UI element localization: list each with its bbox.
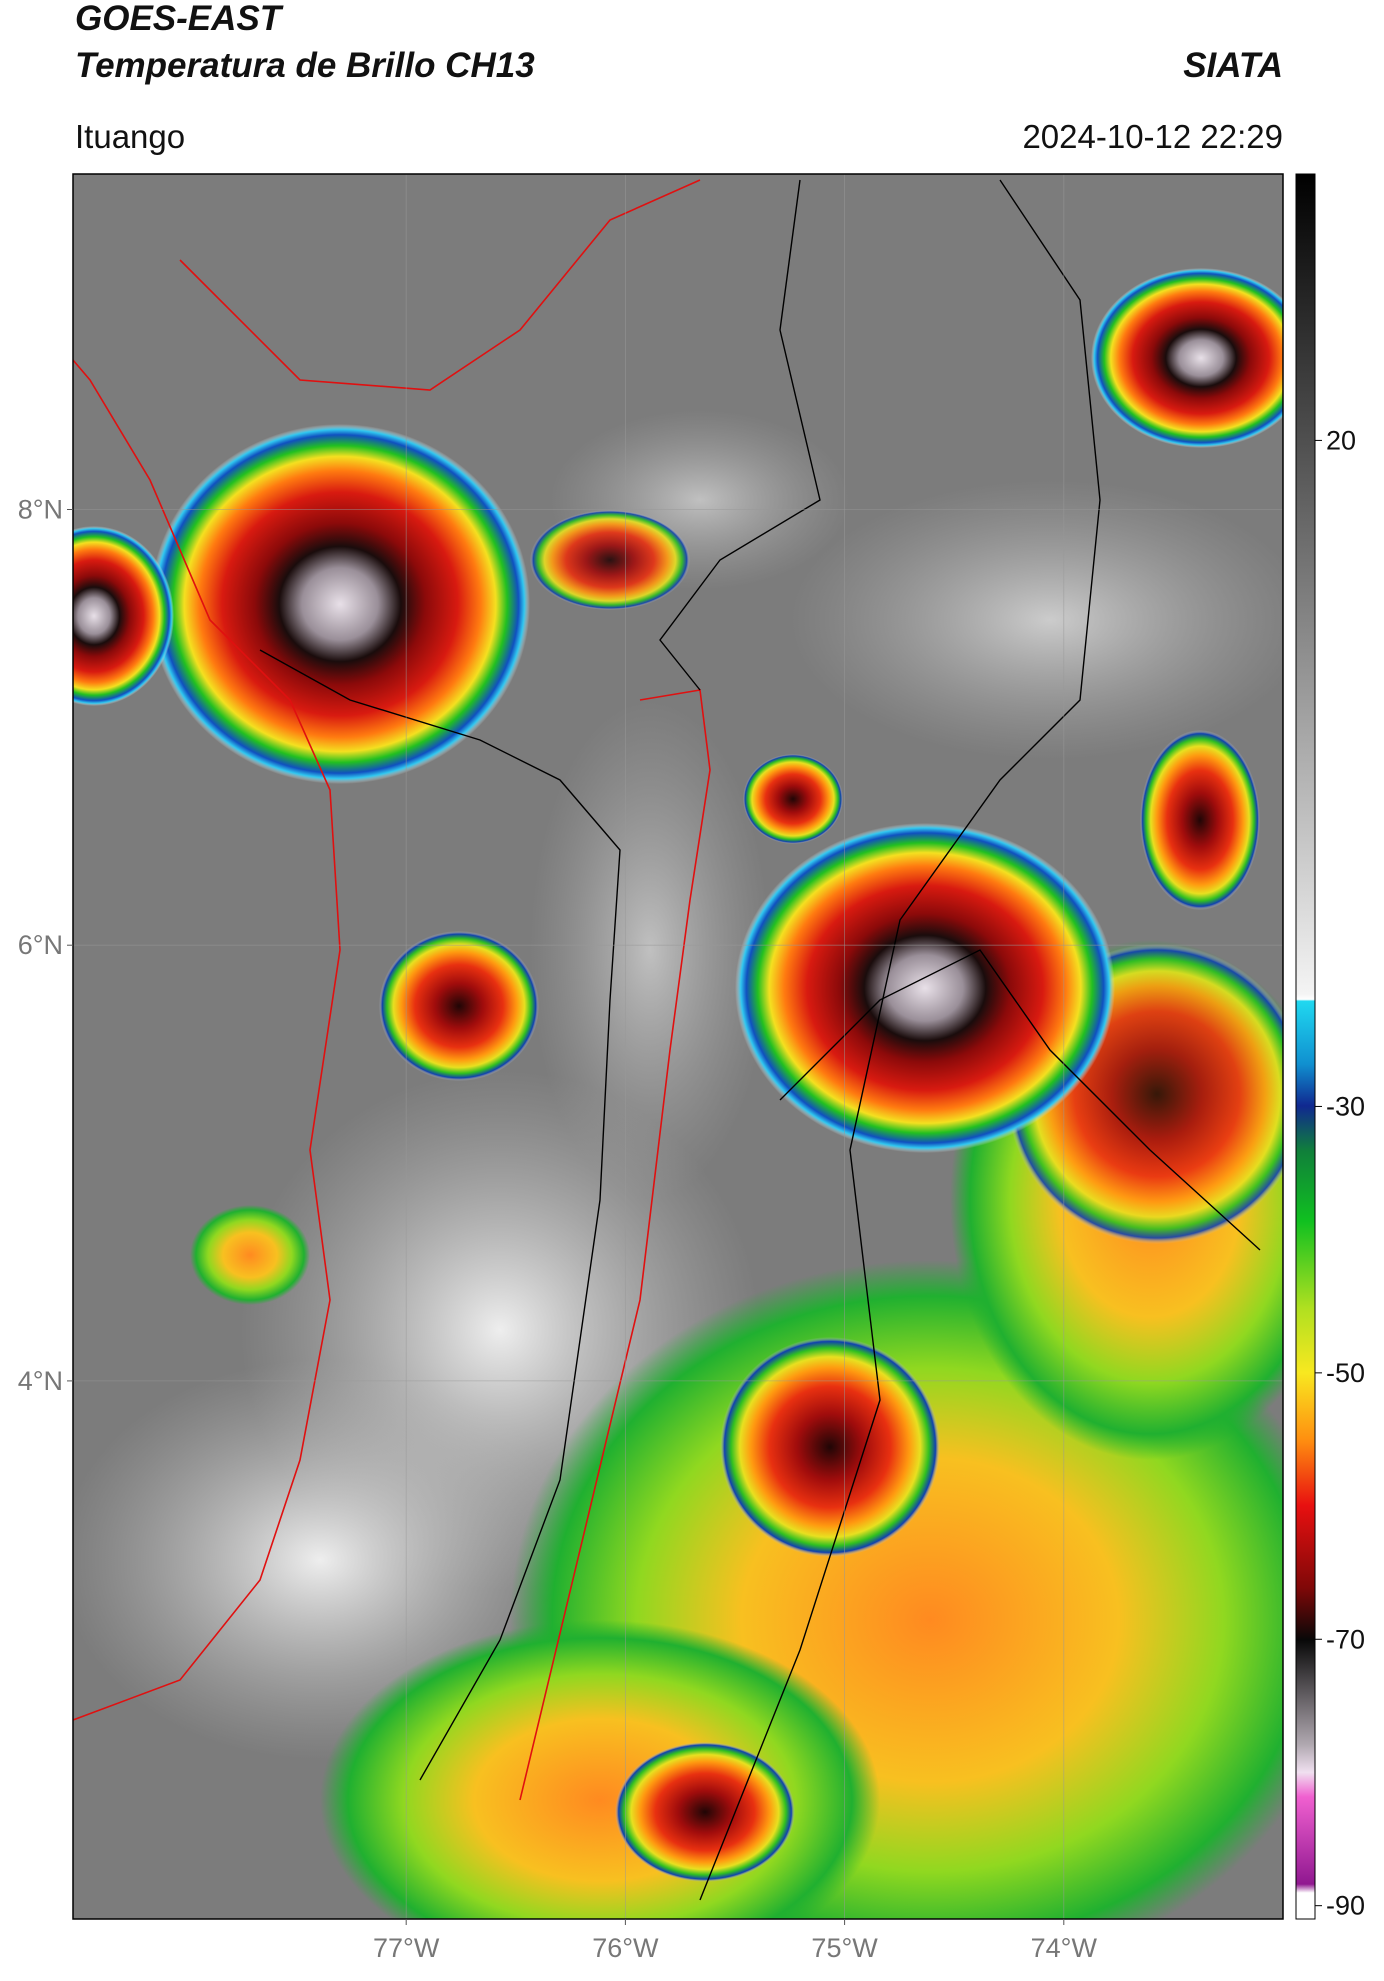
location: Ituango [75, 118, 185, 155]
x-tick-label: 77°W [373, 1933, 440, 1963]
colorbar-tick-label: -90 [1326, 1891, 1365, 1921]
map-frame [72, 173, 1284, 1920]
subtitle: Temperatura de Brillo CH13 [75, 46, 535, 85]
title: GOES-EAST [75, 0, 284, 38]
colorbar-tick-label: -30 [1326, 1091, 1365, 1121]
x-tick-label: 74°W [1031, 1933, 1098, 1963]
datetime: 2024-10-12 22:29 [1022, 118, 1283, 155]
satellite-image [73, 174, 1283, 1919]
y-tick-label: 8°N [18, 494, 63, 524]
source: SIATA [1183, 46, 1283, 85]
colorbar-tick-label: -50 [1326, 1358, 1365, 1388]
colorbar-tick-label: 20 [1326, 425, 1356, 455]
x-tick-label: 75°W [811, 1933, 878, 1963]
colorbar-tick-label: -70 [1326, 1624, 1365, 1654]
x-tick-label: 76°W [592, 1933, 659, 1963]
colorbar [1295, 173, 1316, 1920]
y-tick-label: 6°N [18, 930, 63, 960]
graticule [73, 174, 1283, 1919]
y-tick-label: 4°N [18, 1366, 63, 1396]
